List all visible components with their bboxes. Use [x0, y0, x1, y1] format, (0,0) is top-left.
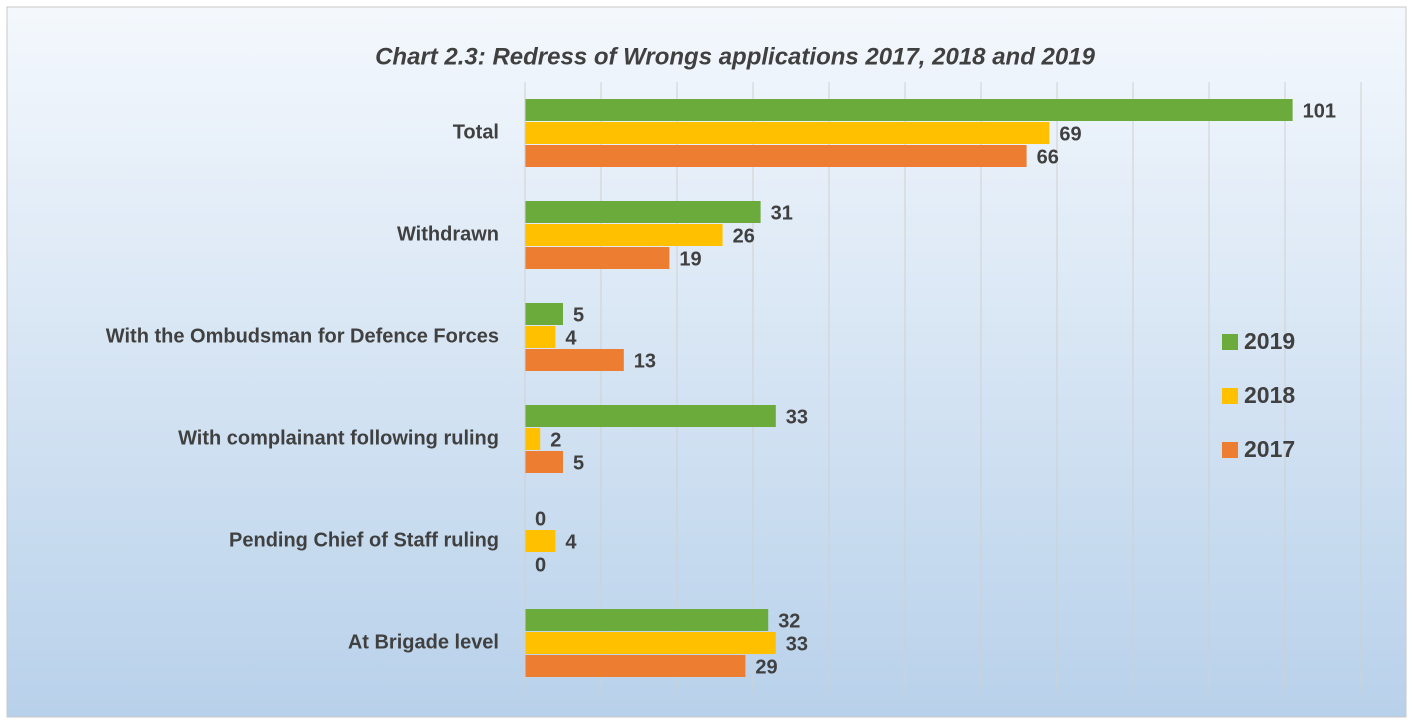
data-label: 2: [550, 429, 561, 451]
legend-label: 2017: [1244, 436, 1295, 462]
bar: [525, 224, 723, 246]
data-label: 4: [565, 531, 577, 553]
y-tick-label: With complainant following ruling: [178, 427, 499, 449]
y-tick-label: Pending Chief of Staff ruling: [229, 529, 499, 551]
data-label: 5: [573, 304, 584, 326]
y-tick-label: With the Ombudsman for Defence Forces: [106, 325, 499, 347]
bar: [525, 405, 776, 427]
y-tick-label: Withdrawn: [397, 223, 499, 245]
legend-label: 2019: [1244, 328, 1295, 354]
bar: [525, 632, 776, 654]
bar: [525, 122, 1050, 144]
legend-swatch: [1222, 388, 1238, 404]
data-label: 66: [1037, 146, 1059, 168]
bar: [525, 99, 1293, 121]
data-label: 31: [771, 202, 793, 224]
bar: [525, 247, 670, 269]
bar: [525, 326, 556, 348]
data-label: 5: [573, 452, 584, 474]
bar: [525, 451, 563, 473]
data-label: 19: [679, 248, 701, 270]
bar: [525, 303, 563, 325]
bar: [525, 655, 746, 677]
data-label: 29: [755, 656, 777, 678]
y-tick-label: Total: [453, 121, 499, 143]
bar: [525, 609, 769, 631]
data-label: 26: [733, 225, 755, 247]
data-label: 0: [535, 508, 546, 530]
data-label: 0: [535, 554, 546, 576]
bar: [525, 428, 541, 450]
bar: [525, 145, 1027, 167]
bar: [525, 530, 556, 552]
data-label: 33: [786, 406, 808, 428]
legend-swatch: [1222, 442, 1238, 458]
data-label: 13: [634, 350, 656, 372]
legend-label: 2018: [1244, 382, 1295, 408]
bar: [525, 349, 624, 371]
data-label: 32: [778, 610, 800, 632]
bar: [525, 201, 761, 223]
legend-swatch: [1222, 334, 1238, 350]
data-label: 69: [1059, 123, 1081, 145]
data-label: 4: [565, 327, 577, 349]
data-label: 101: [1303, 100, 1336, 122]
data-label: 33: [786, 633, 808, 655]
y-tick-label: At Brigade level: [348, 631, 499, 653]
chart-title: Chart 2.3: Redress of Wrongs application…: [375, 43, 1095, 70]
